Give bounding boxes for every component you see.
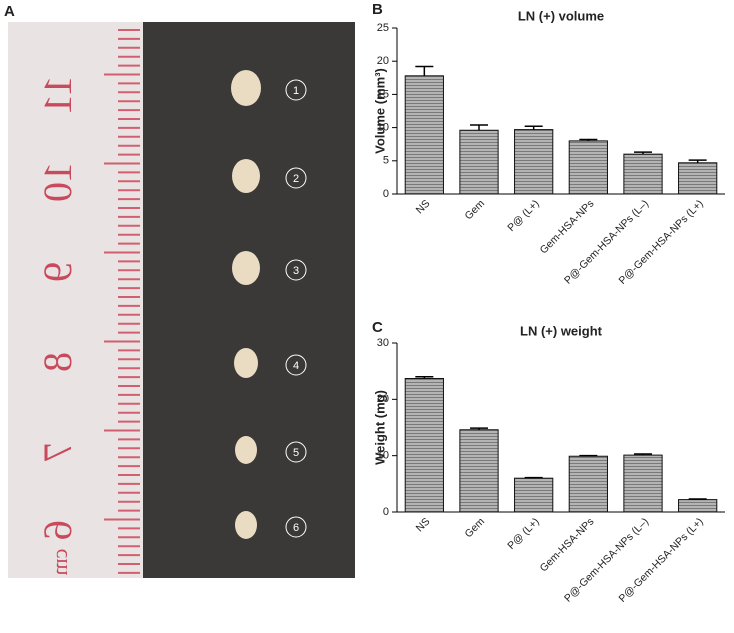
x-tick-label: P@ (L+) — [505, 516, 541, 552]
marker-label: 1 — [293, 85, 299, 97]
bar — [678, 499, 718, 513]
marker-label: 2 — [293, 173, 299, 185]
x-tick-label: Gem-HSA-NPs — [538, 516, 597, 575]
background — [143, 22, 355, 578]
bar — [514, 129, 554, 195]
bar — [568, 140, 608, 195]
panel-label: C — [372, 319, 383, 336]
panel-label: A — [4, 3, 15, 20]
bar — [459, 129, 499, 195]
y-tick-label: 30 — [377, 337, 389, 349]
marker-circle — [285, 441, 307, 463]
ruler-label: 11 — [35, 76, 80, 115]
marker-circle — [285, 167, 307, 189]
y-tick-label: 5 — [383, 155, 389, 167]
bar — [404, 75, 444, 195]
bar — [404, 377, 444, 513]
tissue — [231, 70, 261, 106]
marker-circle — [285, 79, 307, 101]
y-tick-label: 0 — [383, 506, 389, 518]
ruler-label: cm — [47, 549, 72, 576]
y-tick-label: 20 — [377, 55, 389, 67]
y-tick-label: 0 — [383, 188, 389, 200]
y-axis-label: Volume (mm³) — [372, 68, 387, 154]
panel-label: B — [372, 1, 383, 18]
chart-title: LN (+) weight — [520, 323, 603, 338]
marker-circle — [285, 354, 307, 376]
marker-circle — [285, 259, 307, 281]
ruler-label: 6 — [35, 520, 80, 540]
tissue — [234, 348, 258, 378]
ruler-label: 8 — [35, 352, 80, 372]
y-tick-label: 25 — [377, 22, 389, 34]
photo: 11 10 9 8 7 6 cm 1 2 3 4 5 6 — [8, 22, 355, 578]
y-tick-label: 10 — [377, 122, 389, 134]
x-tick-label: Gem-HSA-NPs — [538, 198, 597, 257]
y-tick-label: 10 — [377, 450, 389, 462]
x-tick-label: Gem — [463, 197, 488, 222]
y-tick-label: 15 — [377, 88, 389, 100]
x-tick-label: NS — [414, 516, 433, 535]
tissue — [235, 511, 257, 539]
marker-label: 4 — [293, 360, 299, 372]
chart-title: LN (+) volume — [518, 8, 604, 23]
ruler-label: 10 — [35, 162, 80, 202]
bar — [678, 162, 718, 195]
y-tick-label: 20 — [377, 393, 389, 405]
marker-circle — [285, 516, 307, 538]
tissue — [232, 251, 260, 285]
bar — [623, 153, 663, 195]
x-tick-label: NS — [414, 198, 433, 217]
x-tick-label: Gem — [463, 515, 488, 540]
marker-label: 6 — [293, 522, 299, 534]
tissue — [235, 436, 257, 464]
ruler-label: 7 — [35, 442, 80, 462]
bar — [514, 477, 554, 513]
bar — [568, 455, 608, 513]
x-tick-label: P@ (L+) — [505, 198, 541, 234]
ruler — [8, 22, 144, 578]
bar — [459, 429, 499, 513]
ruler-label: 9 — [35, 262, 80, 282]
bar — [623, 454, 663, 513]
marker-label: 5 — [293, 447, 299, 459]
y-axis-label: Weight (mg) — [372, 390, 387, 465]
tissue — [232, 159, 260, 193]
marker-label: 3 — [293, 265, 299, 277]
